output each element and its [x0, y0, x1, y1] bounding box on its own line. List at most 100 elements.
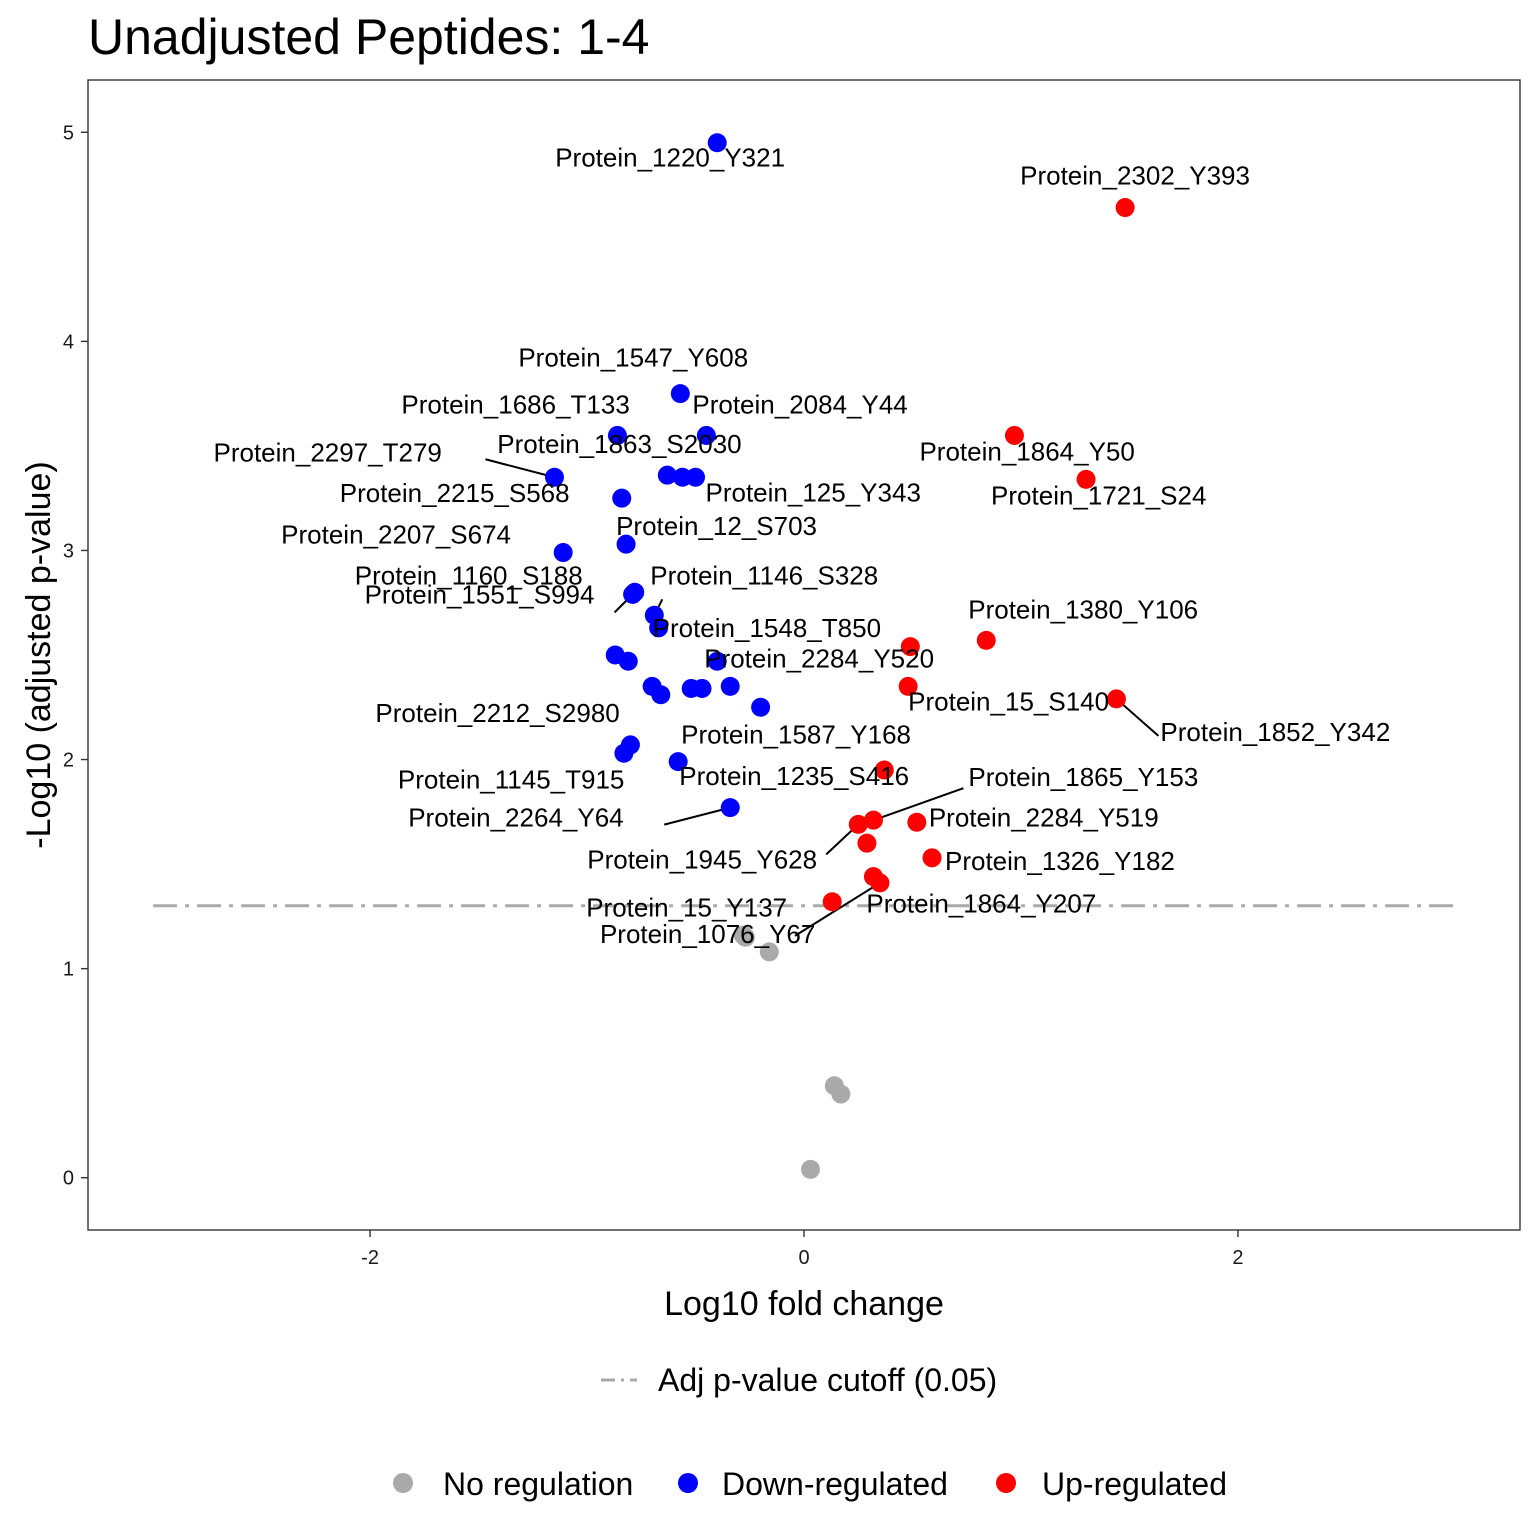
point-label: Protein_1235_S416: [679, 761, 909, 791]
data-point: [898, 676, 918, 696]
point-label: Protein_2284_Y520: [704, 643, 934, 673]
point-label: Protein_1852_Y342: [1160, 717, 1390, 747]
data-point: [668, 752, 688, 772]
y-axis-ticks: 0 1 2 3 4 5: [63, 122, 88, 1190]
data-point: [751, 697, 771, 717]
data-point: [874, 760, 894, 780]
data-point: [623, 584, 643, 604]
data-point: [735, 927, 755, 947]
point-label: Protein_15_Y137: [586, 893, 787, 923]
x-tick-label: 2: [1232, 1247, 1243, 1269]
data-point: [857, 833, 877, 853]
data-point: [1076, 469, 1096, 489]
data-point: [720, 676, 740, 696]
data-point: [976, 630, 996, 650]
series-legend: No regulation Down-regulated Up-regulated: [393, 1466, 1227, 1502]
legend-key: [393, 1473, 413, 1493]
point-label: Protein_1326_Y182: [945, 846, 1175, 876]
point-label: Protein_1945_Y628: [587, 844, 817, 874]
data-point: [822, 892, 842, 912]
x-tick-label: 0: [798, 1247, 809, 1269]
data-point: [1106, 689, 1126, 709]
data-point: [696, 425, 716, 445]
data-point: [759, 942, 779, 962]
point-label: Protein_1220_Y321: [555, 143, 785, 173]
y-tick-label: 3: [63, 540, 74, 562]
point-label: Protein_15_S140: [908, 686, 1109, 716]
point-label: Protein_1686_T133: [401, 389, 629, 419]
data-point: [720, 798, 740, 818]
legend-key: [678, 1473, 698, 1493]
data-point: [900, 637, 920, 657]
y-tick-label: 0: [63, 1168, 74, 1190]
data-point: [692, 678, 712, 698]
data-point: [553, 543, 573, 563]
point-label: Protein_1551_S994: [365, 579, 595, 609]
chart-title: Unadjusted Peptides: 1-4: [88, 9, 650, 65]
y-axis-title: -Log10 (adjusted p-value): [20, 461, 58, 848]
point-labels: Protein_1220_Y321 Protein_1547_Y608 Protei…: [213, 143, 1390, 949]
data-point: [670, 384, 690, 404]
data-points: [544, 133, 1135, 1179]
leader-line: [663, 806, 731, 826]
point-label: Protein_1721_S24: [991, 480, 1206, 510]
data-point: [651, 685, 671, 705]
point-label: Protein_2302_Y393: [1020, 161, 1250, 191]
data-point: [848, 814, 868, 834]
legend-label: Up-regulated: [1042, 1466, 1227, 1502]
data-point: [612, 488, 632, 508]
point-label: Protein_1380_Y106: [968, 594, 1198, 624]
data-point: [614, 743, 634, 763]
point-label: Protein_1864_Y207: [866, 889, 1096, 919]
point-label: Protein_125_Y343: [706, 477, 921, 507]
point-label: Protein_1864_Y50: [919, 436, 1134, 466]
data-point: [616, 534, 636, 554]
legend-label: No regulation: [443, 1466, 633, 1502]
point-label: Protein_12_S703: [616, 511, 817, 541]
y-tick-label: 1: [63, 959, 74, 981]
point-label: Protein_1865_Y153: [968, 762, 1198, 792]
point-label: Protein_1863_S2030: [497, 429, 741, 459]
data-point: [922, 848, 942, 868]
data-point: [907, 812, 927, 832]
cutoff-legend: Adj p-value cutoff (0.05): [601, 1362, 997, 1398]
point-label: Protein_1547_Y608: [518, 343, 748, 373]
point-label: Protein_2215_S568: [340, 478, 570, 508]
data-point: [707, 133, 727, 153]
data-point: [686, 467, 706, 487]
data-point: [618, 651, 638, 671]
data-point: [707, 651, 727, 671]
data-point: [672, 467, 692, 487]
point-label: Protein_2284_Y519: [929, 802, 1159, 832]
point-label: Protein_1145_T915: [398, 764, 624, 794]
data-point: [649, 618, 669, 638]
point-label: Protein_2207_S674: [281, 520, 511, 550]
x-axis-ticks: -2 0 2: [361, 1230, 1244, 1269]
y-tick-label: 4: [63, 331, 74, 353]
data-point: [863, 810, 883, 830]
data-point: [1004, 425, 1024, 445]
data-point: [607, 425, 627, 445]
leader-line: [873, 787, 964, 822]
point-label: Protein_2264_Y64: [408, 803, 623, 833]
x-tick-label: -2: [361, 1247, 379, 1269]
y-tick-label: 2: [63, 750, 74, 772]
data-point: [1115, 198, 1135, 218]
cutoff-legend-label: Adj p-value cutoff (0.05): [658, 1362, 997, 1398]
point-label: Protein_1160_S188: [355, 560, 583, 590]
point-label: Protein_1587_Y168: [681, 720, 911, 750]
data-point: [801, 1159, 821, 1179]
data-point: [831, 1084, 851, 1104]
legend-key: [996, 1473, 1016, 1493]
y-tick-label: 5: [63, 122, 74, 144]
point-label: Protein_2297_T279: [213, 437, 441, 467]
point-label: Protein_2212_S2980: [375, 698, 619, 728]
data-point: [544, 467, 564, 487]
x-axis-title: Log10 fold change: [664, 1285, 944, 1323]
data-point: [870, 873, 890, 893]
point-label: Protein_1076_Y67: [600, 919, 815, 949]
point-label: Protein_1548_T850: [653, 613, 881, 643]
leader-line: [485, 458, 555, 479]
legend-label: Down-regulated: [722, 1466, 948, 1502]
